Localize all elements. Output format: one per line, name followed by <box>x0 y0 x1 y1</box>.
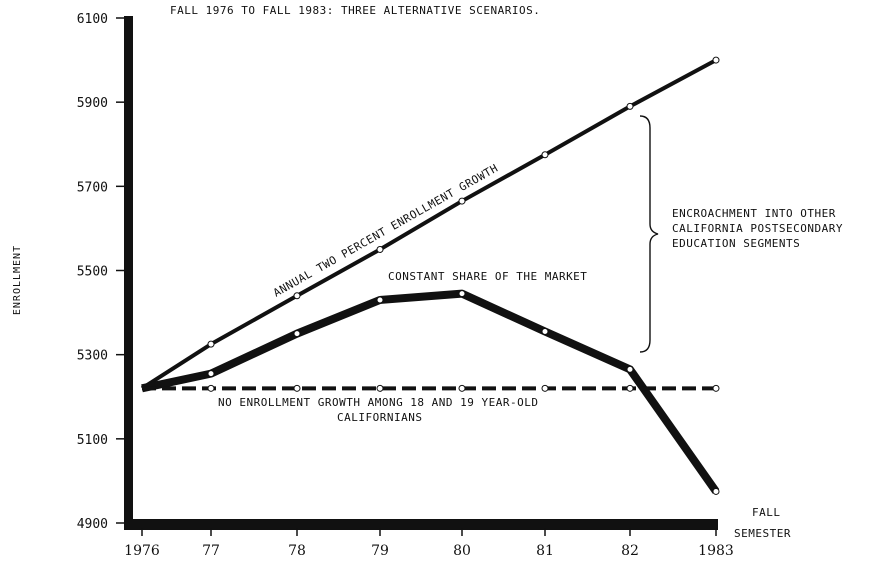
annotation-line-1: ENCROACHMENT INTO OTHER <box>672 207 836 220</box>
series-no-growth <box>142 384 720 392</box>
chart-title: FALL 1976 TO FALL 1983: THREE ALTERNATIV… <box>170 4 540 17</box>
y-ticks: 6100 5900 5700 5500 5300 5100 4900 <box>77 12 125 532</box>
data-point <box>207 370 215 378</box>
encroachment-brace <box>639 115 659 353</box>
data-point <box>207 384 215 392</box>
y-tick-label: 5900 <box>77 96 108 111</box>
constant-series-label: CONSTANT SHARE OF THE MARKET <box>388 270 587 283</box>
data-point <box>626 365 634 373</box>
data-point <box>207 340 215 348</box>
data-point <box>458 290 466 298</box>
x-axis-line <box>124 519 718 530</box>
x-tick-label: 1976 <box>124 543 160 559</box>
y-tick-label: 5700 <box>77 180 108 195</box>
data-point <box>458 197 466 205</box>
x-axis-label-fall: FALL <box>752 506 781 519</box>
flat-series-label-line1: NO ENROLLMENT GROWTH AMONG 18 AND 19 YEA… <box>218 396 539 409</box>
y-tick-label: 5300 <box>77 349 108 364</box>
y-axis-line <box>124 16 133 530</box>
x-tick-label: 77 <box>202 543 220 559</box>
data-point <box>376 296 384 304</box>
data-point <box>541 328 549 336</box>
series-constant-share <box>141 289 720 495</box>
y-tick-label: 6100 <box>77 12 108 27</box>
data-point <box>293 330 301 338</box>
data-point <box>376 245 384 253</box>
annotation-line-3: EDUCATION SEGMENTS <box>672 237 800 250</box>
x-ticks: 1976 77 78 79 80 81 82 1983 <box>124 528 734 559</box>
x-axis-label-semester: SEMESTER <box>734 527 791 540</box>
x-tick-label: 82 <box>621 543 639 559</box>
data-point <box>458 384 466 392</box>
x-tick-label: 1983 <box>698 543 734 559</box>
x-tick-label: 79 <box>371 543 389 559</box>
series-two-percent-growth <box>140 56 720 391</box>
x-tick-label: 80 <box>453 543 471 559</box>
data-point <box>712 56 720 64</box>
data-point <box>541 384 549 392</box>
data-point <box>626 384 634 392</box>
data-point <box>626 102 634 110</box>
series-line <box>140 58 717 391</box>
data-point <box>712 487 720 495</box>
x-tick-label: 78 <box>288 543 306 559</box>
data-point <box>293 384 301 392</box>
y-tick-label: 5100 <box>77 433 108 448</box>
x-tick-label: 81 <box>536 543 554 559</box>
y-tick-label: 5500 <box>77 265 108 280</box>
data-point <box>376 384 384 392</box>
flat-series-label-line2: CALIFORNIANS <box>337 411 422 424</box>
y-tick-label: 4900 <box>77 517 108 532</box>
y-axis-label: ENROLLMENT <box>12 245 23 315</box>
series-line <box>141 289 720 494</box>
data-point <box>541 151 549 159</box>
data-point <box>712 384 720 392</box>
annotation-line-2: CALIFORNIA POSTSECONDARY <box>672 222 843 235</box>
data-point <box>293 292 301 300</box>
